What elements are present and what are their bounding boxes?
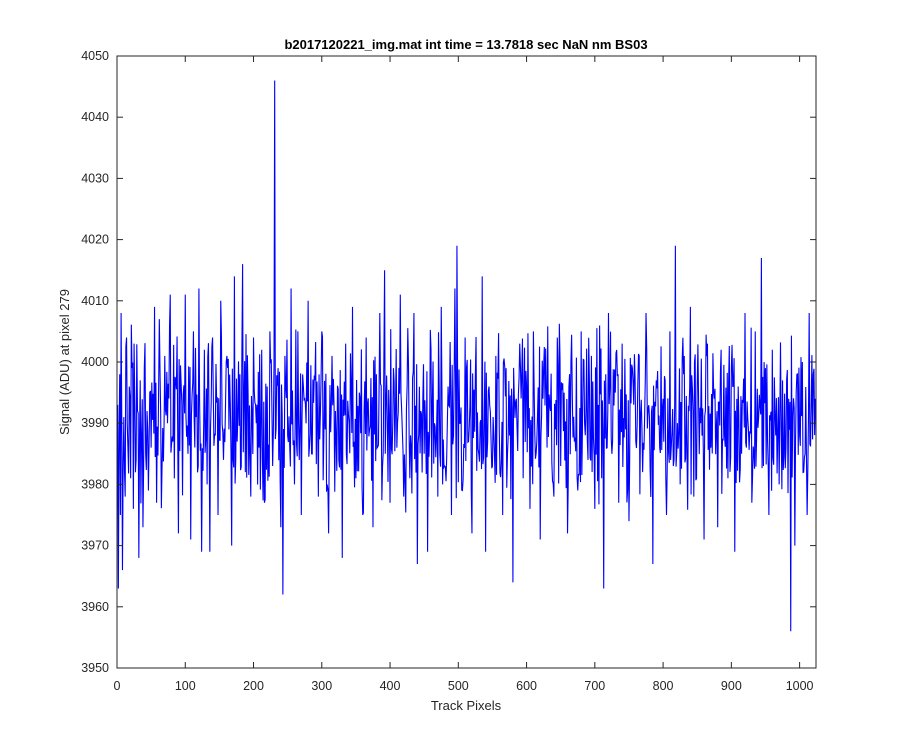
x-tick-label: 700 — [584, 679, 605, 693]
y-tick-label: 4040 — [81, 110, 109, 124]
x-tick-label: 300 — [311, 679, 332, 693]
y-tick-label: 4050 — [81, 49, 109, 63]
y-tick-label: 4000 — [81, 355, 109, 369]
x-tick-label: 900 — [721, 679, 742, 693]
y-tick-label: 3990 — [81, 416, 109, 430]
x-tick-label: 200 — [243, 679, 264, 693]
y-tick-label: 4020 — [81, 233, 109, 247]
plot-area: 0 100 200 300 400 500 600 700 800 900 1000 3950 3960… — [81, 49, 817, 693]
x-tick-label: 400 — [380, 679, 401, 693]
x-tick-label: 500 — [448, 679, 469, 693]
y-tick-label: 3950 — [81, 661, 109, 675]
y-tick-label: 3980 — [81, 477, 109, 491]
x-tick-label: 100 — [175, 679, 196, 693]
x-axis-label: Track Pixels — [431, 698, 502, 713]
ticks-layer: 0 100 200 300 400 500 600 700 800 900 1000 3950 3960… — [81, 49, 816, 693]
y-tick-label: 3960 — [81, 600, 109, 614]
y-tick-label: 3970 — [81, 539, 109, 553]
y-tick-label: 4030 — [81, 171, 109, 185]
y-axis-label: Signal (ADU) at pixel 279 — [57, 289, 72, 435]
y-tick-label: 4010 — [81, 294, 109, 308]
x-tick-label: 800 — [653, 679, 674, 693]
series-layer — [117, 80, 816, 632]
x-tick-label: 0 — [114, 679, 121, 693]
x-tick-label: 1000 — [786, 679, 814, 693]
chart-title: b2017120221_img.mat int time = 13.7818 s… — [284, 37, 647, 52]
series-line — [117, 80, 816, 632]
x-tick-label: 600 — [516, 679, 537, 693]
